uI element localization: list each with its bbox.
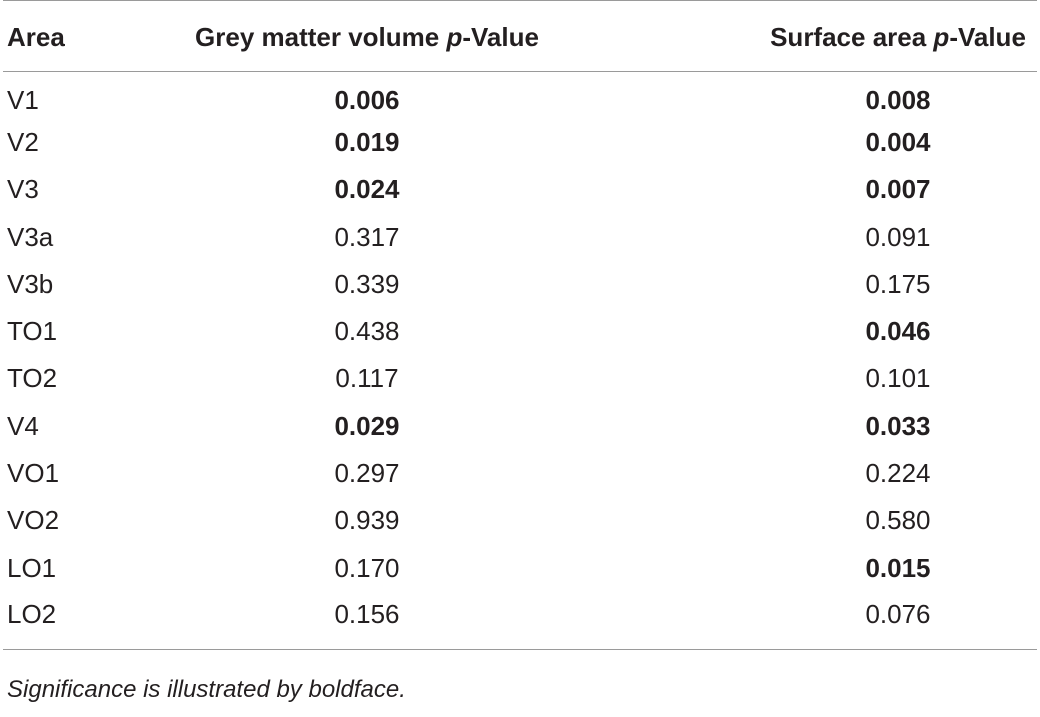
table-row: TO1 0.438 0.046 (3, 308, 1037, 355)
cell-surface-area-p-value: 0.224 (865, 458, 931, 489)
table-header-row: Area Grey matter volume p-Value Surface … (3, 0, 1037, 72)
header-surface-suffix: -Value (949, 21, 1026, 52)
cell-grey-matter-p-value: 0.939 (334, 505, 400, 536)
cell-spacer (547, 72, 759, 119)
header-surface-p: p (933, 21, 950, 52)
cell-area: V3a (7, 221, 54, 252)
cell-grey-matter-p-value: 0.006 (334, 84, 400, 115)
cell-spacer (547, 119, 759, 166)
cell-surface-area-p-value: 0.008 (865, 84, 931, 115)
cell-spacer (547, 355, 759, 402)
cell-surface-area-p-value: 0.007 (865, 174, 931, 205)
cell-grey-matter-p-value: 0.339 (334, 268, 400, 299)
header-area: Area (3, 0, 187, 72)
cell-surface-area-p-value: 0.175 (865, 268, 931, 299)
cell-area: V3b (7, 268, 54, 299)
header-grey-matter-prefix: Grey matter volume (195, 21, 447, 52)
table-row: V4 0.029 0.033 (3, 403, 1037, 450)
cell-area: V4 (7, 410, 39, 441)
table-footnote: Significance is illustrated by boldface. (7, 676, 406, 703)
cell-spacer (547, 213, 759, 260)
header-grey-matter-volume: Grey matter volume p-Value (187, 0, 547, 72)
table-row: V1 0.006 0.008 (3, 72, 1037, 119)
table-row: V3b 0.339 0.175 (3, 261, 1037, 308)
p-value-table-container: Area Grey matter volume p-Value Surface … (3, 0, 1037, 651)
table-row: TO2 0.117 0.101 (3, 355, 1037, 402)
cell-surface-area-p-value: 0.101 (865, 363, 931, 394)
cell-area: V1 (7, 84, 39, 115)
table-row: LO1 0.170 0.015 (3, 544, 1037, 591)
table-body: V1 0.006 0.008 V2 0.019 0.004 V3 0.024 0.007 V3a 0… (3, 72, 1037, 651)
cell-spacer (547, 591, 759, 651)
cell-surface-area-p-value: 0.046 (865, 316, 931, 347)
cell-area: TO1 (7, 316, 58, 347)
cell-grey-matter-p-value: 0.156 (187, 591, 547, 651)
cell-grey-matter-p-value: 0.317 (334, 221, 400, 252)
cell-area: VO2 (7, 505, 60, 536)
table-row: V3 0.024 0.007 (3, 166, 1037, 213)
cell-surface-area-p-value: 0.015 (865, 552, 931, 583)
cell-grey-matter-p-value: 0.170 (334, 552, 400, 583)
cell-spacer (547, 261, 759, 308)
header-surface-area: Surface area p-Value (759, 0, 1037, 72)
table-row: V3a 0.317 0.091 (3, 213, 1037, 260)
cell-area: LO2 (3, 591, 187, 651)
cell-surface-area-p-value: 0.033 (865, 410, 931, 441)
cell-grey-matter-p-value: 0.024 (334, 174, 400, 205)
cell-surface-area-p-value: 0.004 (865, 126, 931, 157)
cell-surface-area-p-value: 0.076 (759, 591, 1037, 651)
table-row: VO2 0.939 0.580 (3, 497, 1037, 544)
p-value-table: Area Grey matter volume p-Value Surface … (3, 0, 1037, 651)
table-row: VO1 0.297 0.224 (3, 450, 1037, 497)
cell-spacer (547, 308, 759, 355)
header-area-label: Area (7, 21, 65, 52)
cell-grey-matter-p-value: 0.019 (334, 126, 400, 157)
cell-grey-matter-p-value: 0.297 (334, 458, 400, 489)
cell-grey-matter-p-value: 0.438 (334, 316, 400, 347)
cell-area: V3 (7, 174, 39, 205)
header-grey-matter-suffix: -Value (462, 21, 539, 52)
cell-spacer (547, 497, 759, 544)
cell-grey-matter-p-value: 0.029 (334, 410, 400, 441)
table-row: V2 0.019 0.004 (3, 119, 1037, 166)
header-grey-matter-p: p (446, 21, 463, 52)
cell-area: TO2 (7, 363, 58, 394)
cell-area: LO1 (7, 552, 57, 583)
cell-area: VO1 (7, 458, 60, 489)
header-spacer (547, 0, 759, 72)
cell-surface-area-p-value: 0.091 (865, 221, 931, 252)
cell-spacer (547, 166, 759, 213)
cell-grey-matter-p-value: 0.117 (335, 363, 399, 394)
cell-spacer (547, 544, 759, 591)
cell-surface-area-p-value: 0.580 (865, 505, 931, 536)
table-row: LO2 0.156 0.076 (3, 591, 1037, 651)
cell-spacer (547, 403, 759, 450)
header-surface-prefix: Surface area (770, 21, 934, 52)
cell-spacer (547, 450, 759, 497)
cell-area: V2 (7, 126, 39, 157)
